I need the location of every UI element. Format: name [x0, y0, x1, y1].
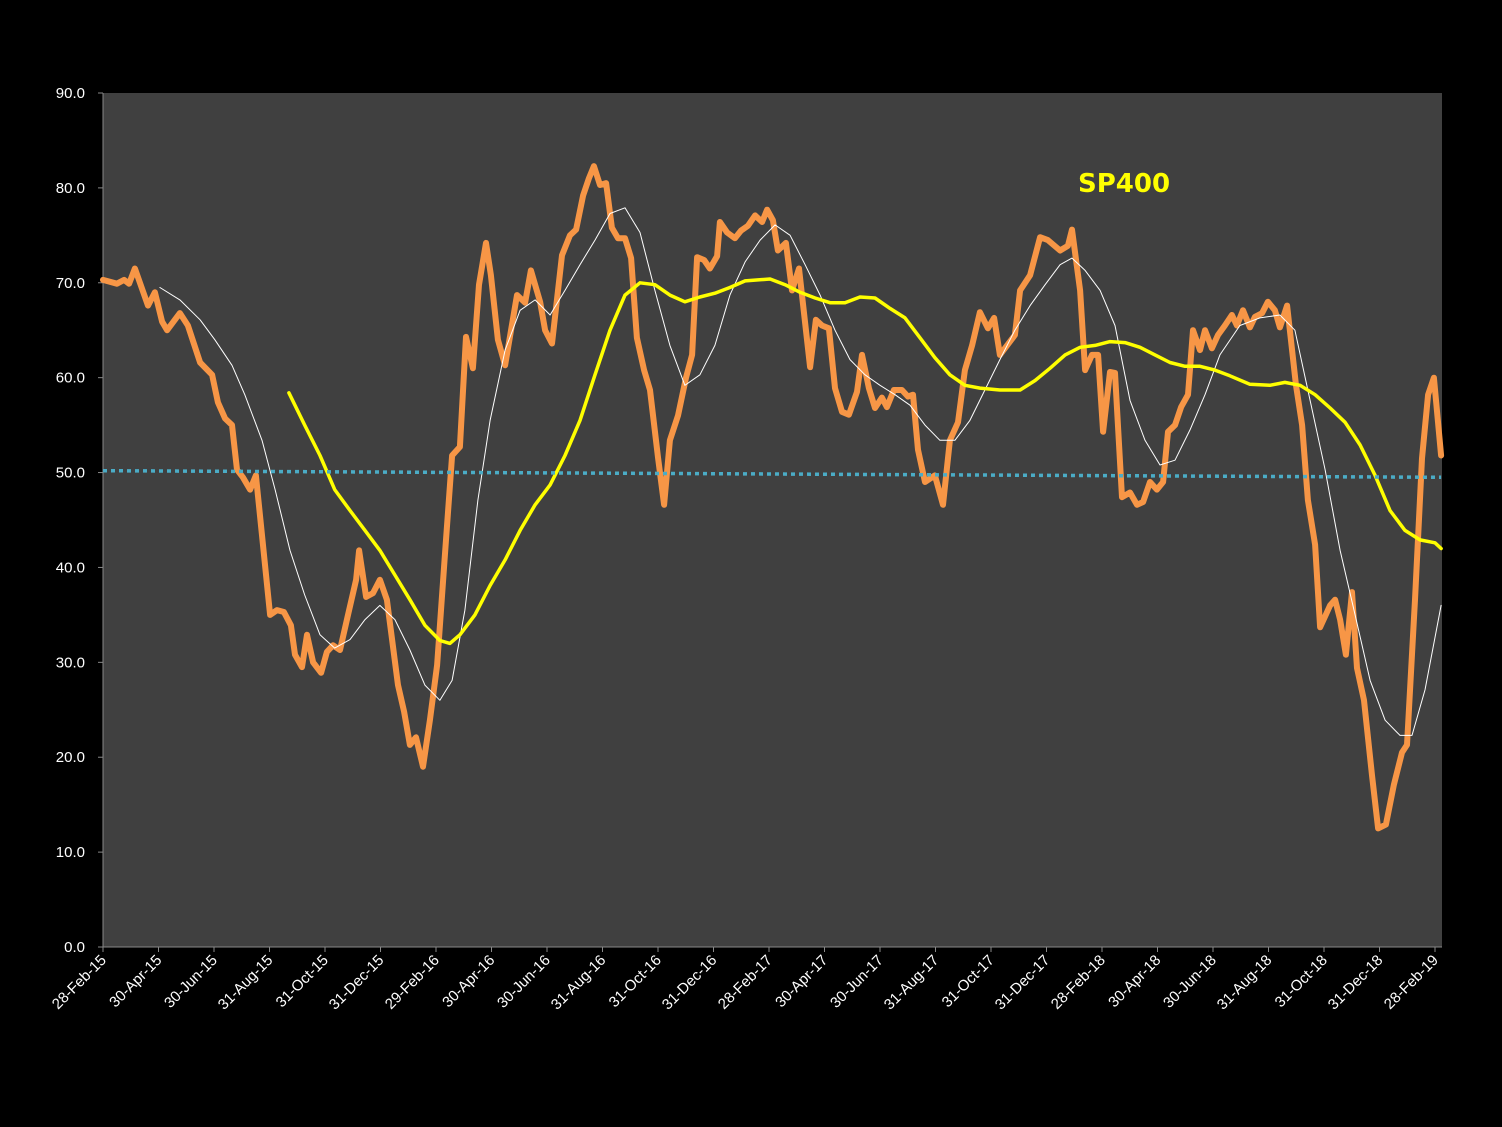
y-tick-label: 60.0: [56, 370, 85, 387]
series-line-1: [100, 163, 1445, 832]
y-tick-label: 10.0: [56, 844, 85, 861]
y-tick-label: 0.0: [64, 939, 85, 956]
chart-title: SP400: [1078, 169, 1170, 199]
y-tick-label: 80.0: [56, 180, 85, 197]
series-layer: [100, 163, 1445, 832]
y-tick-label: 30.0: [56, 654, 85, 671]
series-line-4: [102, 468, 1442, 480]
y-tick-label: 70.0: [56, 275, 85, 292]
series-line-2: [159, 207, 1442, 736]
y-tick-label: 50.0: [56, 465, 85, 482]
y-tick-label: 90.0: [56, 85, 85, 102]
y-tick-label: 40.0: [56, 559, 85, 576]
y-tick-label: 20.0: [56, 749, 85, 766]
